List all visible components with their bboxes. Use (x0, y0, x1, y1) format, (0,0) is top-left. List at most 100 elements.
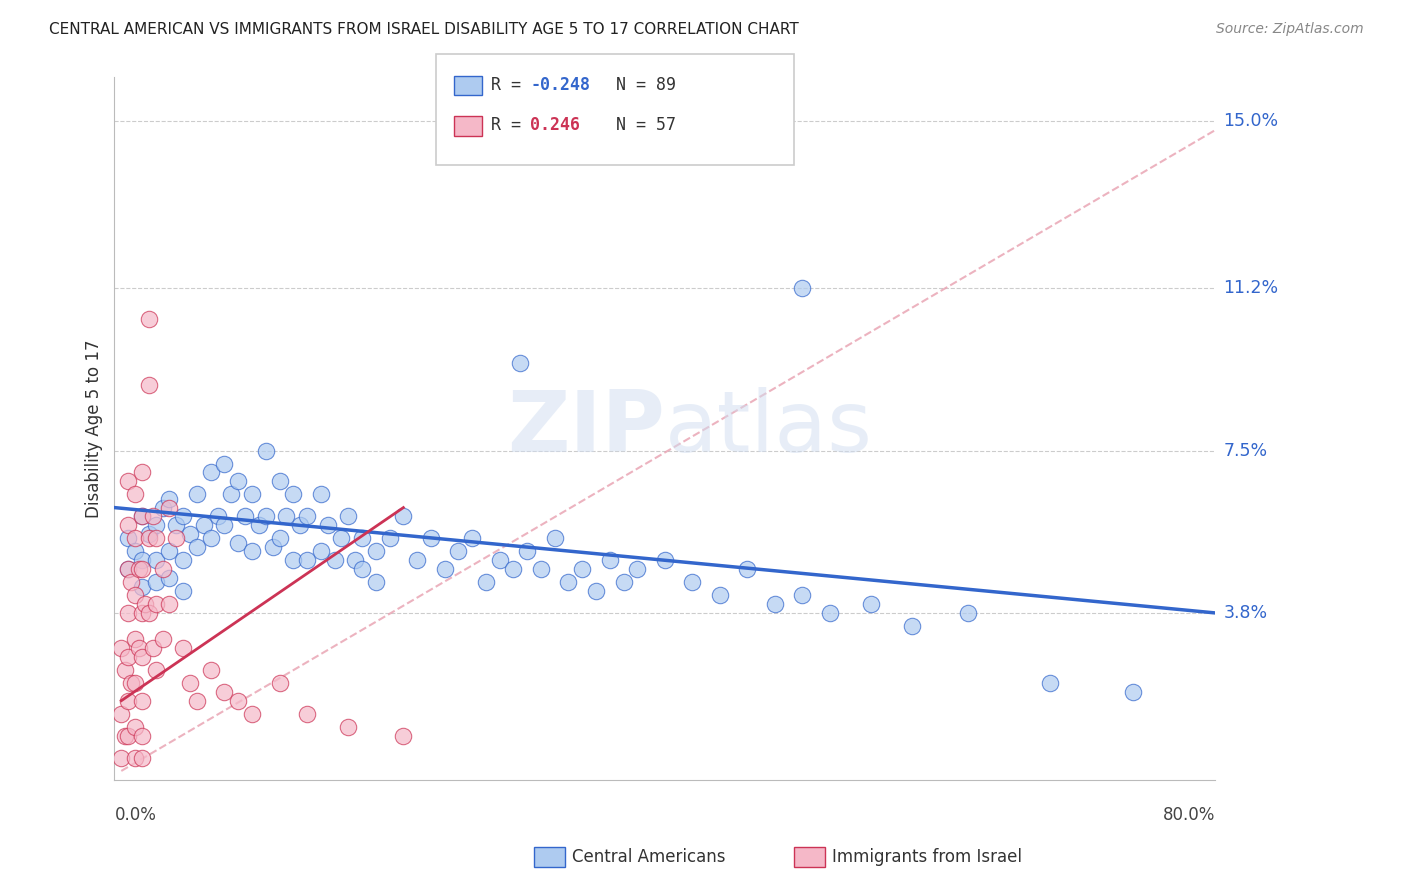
Point (226, 475, 249, 489)
Point (352, 531, 374, 545)
Point (114, 729, 136, 743)
Point (571, 562, 593, 576)
Point (392, 509, 415, 524)
Text: R =: R = (491, 116, 541, 134)
Point (461, 531, 484, 545)
Point (240, 706, 263, 721)
Point (295, 553, 318, 567)
Point (145, 575, 167, 590)
Point (110, 751, 132, 765)
Point (117, 562, 139, 576)
Point (792, 281, 814, 295)
Point (131, 729, 153, 743)
Point (214, 685, 236, 699)
Point (200, 531, 222, 545)
Point (557, 575, 579, 590)
Point (283, 553, 305, 567)
Point (186, 487, 208, 501)
Point (117, 562, 139, 576)
Text: atlas: atlas (665, 387, 873, 470)
Point (159, 597, 181, 611)
Point (131, 553, 153, 567)
Point (247, 518, 270, 533)
Point (117, 518, 139, 533)
Text: 0.0%: 0.0% (114, 806, 156, 824)
Text: Central Americans: Central Americans (572, 848, 725, 866)
Point (138, 531, 160, 545)
Point (323, 553, 346, 567)
Point (159, 571, 181, 585)
Point (276, 509, 298, 524)
Point (124, 751, 146, 765)
Point (138, 527, 160, 541)
Point (145, 663, 167, 677)
Point (378, 531, 401, 545)
Y-axis label: Disability Age 5 to 17: Disability Age 5 to 17 (86, 339, 103, 518)
Text: R =: R = (491, 76, 530, 94)
Point (226, 694, 249, 708)
Point (186, 540, 208, 554)
Point (262, 540, 284, 554)
Point (406, 553, 429, 567)
Point (131, 606, 153, 620)
Point (172, 509, 194, 524)
Point (179, 527, 201, 541)
Point (110, 641, 132, 656)
Point (142, 641, 165, 656)
Text: CENTRAL AMERICAN VS IMMIGRANTS FROM ISRAEL DISABILITY AGE 5 TO 17 CORRELATION CH: CENTRAL AMERICAN VS IMMIGRANTS FROM ISRA… (49, 22, 799, 37)
Point (337, 509, 360, 524)
Point (131, 509, 153, 524)
Point (792, 588, 814, 602)
Point (316, 518, 339, 533)
Point (530, 562, 553, 576)
Point (120, 575, 142, 590)
Point (860, 597, 883, 611)
Point (131, 649, 153, 664)
Point (240, 544, 263, 558)
Point (585, 584, 607, 599)
Point (159, 491, 181, 506)
Point (159, 500, 181, 515)
Point (240, 487, 263, 501)
Point (737, 562, 759, 576)
Point (681, 575, 703, 590)
Point (200, 663, 222, 677)
Point (142, 509, 165, 524)
Point (200, 466, 222, 480)
Point (117, 729, 139, 743)
Point (214, 518, 236, 533)
Point (134, 597, 156, 611)
Point (330, 531, 353, 545)
Text: -0.248: -0.248 (530, 76, 591, 94)
Point (131, 694, 153, 708)
Point (488, 553, 510, 567)
Point (145, 553, 167, 567)
Point (207, 509, 229, 524)
Point (138, 311, 160, 326)
Point (709, 588, 731, 602)
Point (165, 531, 187, 545)
Point (309, 544, 332, 558)
Point (152, 632, 174, 647)
Point (654, 553, 676, 567)
Point (901, 619, 924, 633)
Point (288, 518, 311, 533)
Point (152, 500, 174, 515)
Point (364, 575, 387, 590)
Point (131, 509, 153, 524)
Point (295, 509, 318, 524)
Text: Source: ZipAtlas.com: Source: ZipAtlas.com (1216, 22, 1364, 37)
Point (152, 562, 174, 576)
Point (233, 509, 256, 524)
Point (145, 597, 167, 611)
Point (131, 562, 153, 576)
Point (138, 606, 160, 620)
Point (124, 487, 146, 501)
Text: Immigrants from Israel: Immigrants from Israel (832, 848, 1022, 866)
Point (344, 553, 367, 567)
Point (599, 553, 621, 567)
Text: ZIP: ZIP (508, 387, 665, 470)
Point (447, 544, 470, 558)
Point (544, 531, 567, 545)
Point (131, 751, 153, 765)
